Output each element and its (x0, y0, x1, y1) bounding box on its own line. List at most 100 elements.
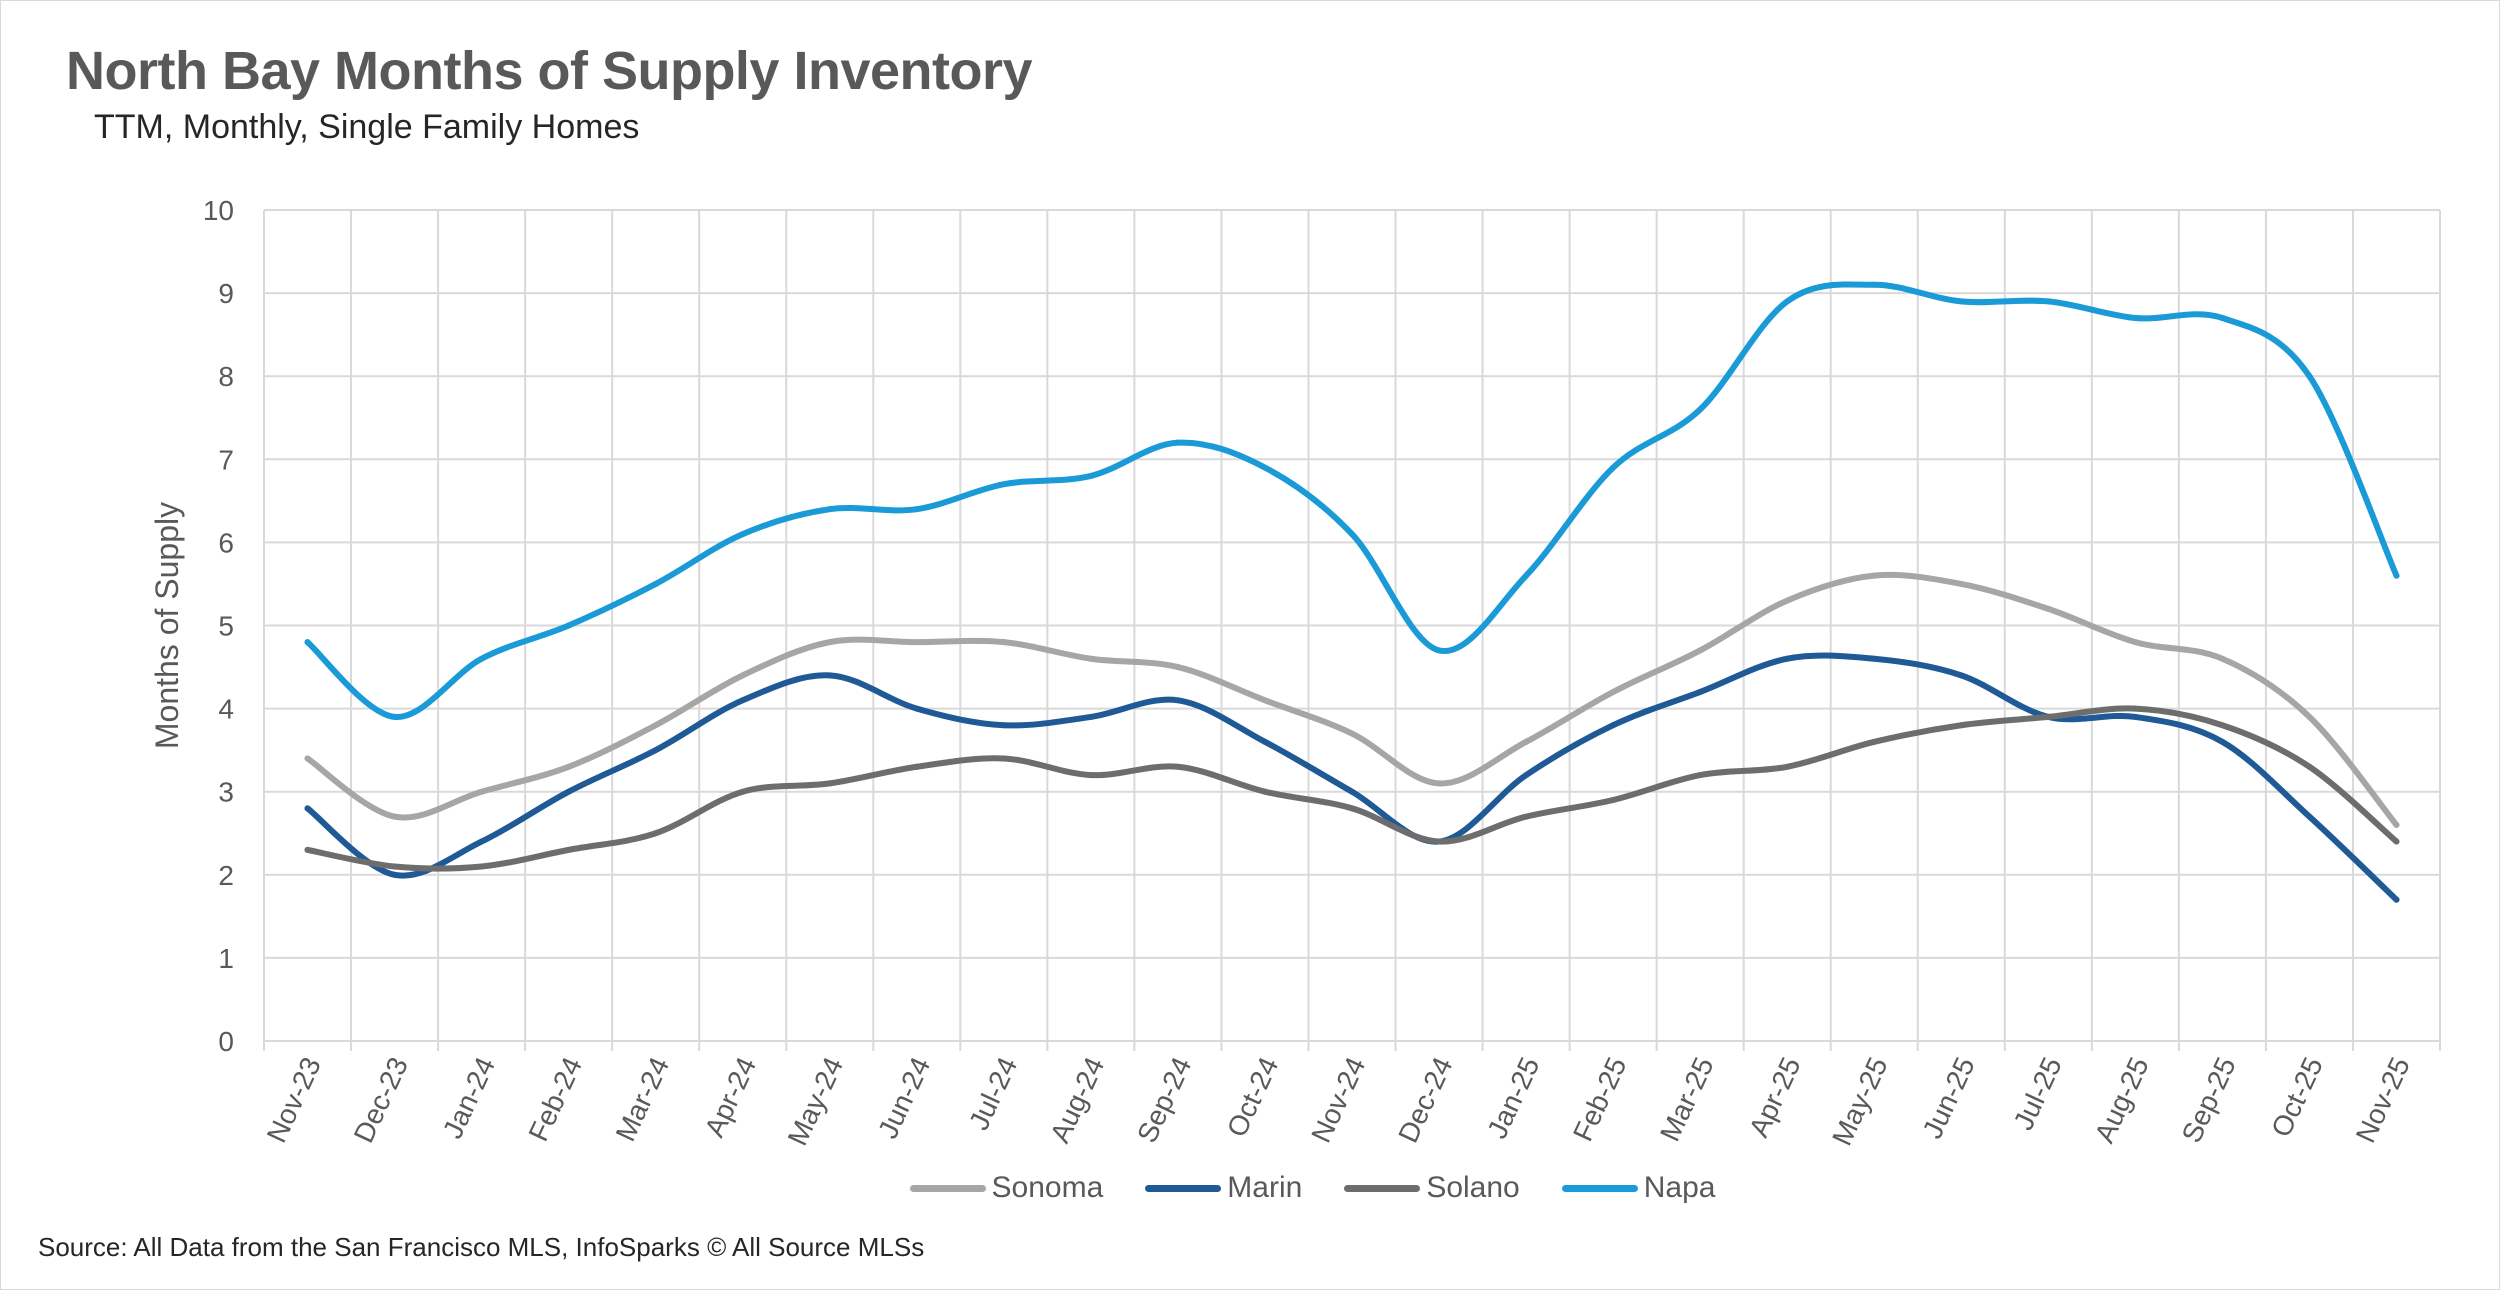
data-point (565, 763, 572, 770)
data-point (1436, 647, 1443, 654)
data-point (739, 697, 746, 704)
data-point (1174, 697, 1181, 704)
data-point (2393, 838, 2400, 845)
data-point (1958, 298, 1965, 305)
data-point (2219, 738, 2226, 745)
x-tick-label: Aug-25 (2089, 1052, 2155, 1147)
data-point (391, 863, 398, 870)
legend-swatch (1561, 1184, 1638, 1192)
data-point (1871, 738, 1878, 745)
x-tick-label: Dec-24 (1392, 1052, 1458, 1147)
x-tick-label: Jun-25 (1916, 1052, 1980, 1143)
source-note: Source: All Data from the San Francisco … (38, 1232, 925, 1262)
data-point (1784, 298, 1791, 305)
legend-swatch (1344, 1184, 1421, 1192)
data-point (652, 830, 659, 837)
data-point (1087, 713, 1094, 720)
data-point (2132, 639, 2139, 646)
data-point (304, 639, 311, 646)
data-point (565, 622, 572, 629)
data-point (2132, 705, 2139, 712)
y-tick-label: 5 (218, 611, 234, 642)
data-point (304, 805, 311, 812)
y-tick-label: 7 (218, 444, 234, 475)
data-point (652, 580, 659, 587)
data-point (391, 813, 398, 820)
y-tick-label: 8 (218, 361, 234, 392)
data-point (1610, 464, 1617, 471)
data-point (391, 871, 398, 878)
data-point (739, 672, 746, 679)
data-point (1436, 780, 1443, 787)
grid-lines (263, 209, 2441, 1051)
data-point (1697, 772, 1704, 779)
data-point (913, 506, 920, 513)
data-point (1349, 531, 1355, 538)
data-point (1261, 738, 1268, 745)
x-tick-label: Nov-25 (2350, 1052, 2416, 1147)
data-point (2393, 821, 2400, 828)
data-point (2045, 605, 2052, 612)
data-point (1261, 788, 1268, 795)
data-point (1174, 439, 1181, 446)
data-point (826, 506, 833, 513)
y-tick-label: 6 (218, 527, 234, 558)
data-point (478, 863, 485, 870)
data-point (1087, 655, 1094, 662)
series-line-marin (304, 652, 2400, 903)
series-sonoma (304, 571, 2400, 828)
x-tick-label: Apr-24 (699, 1052, 763, 1141)
data-point (1958, 672, 1965, 679)
data-point (1610, 797, 1617, 804)
legend-label: Marin (1227, 1171, 1303, 1204)
x-tick-label: Mar-24 (610, 1052, 676, 1145)
x-tick-label: Sep-24 (1131, 1052, 1197, 1147)
legend-swatch (909, 1184, 986, 1192)
data-point (652, 722, 659, 729)
data-point (1436, 838, 1443, 845)
data-point (1087, 472, 1094, 479)
x-tick-label: Jul-24 (963, 1052, 1023, 1134)
data-point (1000, 755, 1007, 762)
x-tick-label: Jan-24 (437, 1052, 501, 1143)
legend-swatch (1145, 1184, 1222, 1192)
data-point (2132, 315, 2139, 322)
x-tick-label: Oct-24 (1221, 1052, 1285, 1141)
data-point (2219, 315, 2226, 322)
data-point (913, 705, 920, 712)
data-point (1349, 788, 1355, 795)
data-point (1087, 772, 1094, 779)
legend-label: Sonoma (991, 1171, 1104, 1204)
data-point (1697, 647, 1704, 654)
data-point (1261, 697, 1268, 704)
data-point (478, 788, 485, 795)
series-lines (304, 281, 2400, 903)
data-point (1000, 639, 1007, 646)
data-point (2219, 655, 2226, 662)
data-point (826, 639, 833, 646)
data-point (913, 639, 920, 646)
data-point (913, 763, 920, 770)
x-tick-label: Sep-25 (2176, 1052, 2242, 1147)
data-point (391, 713, 398, 720)
data-point (1610, 688, 1617, 695)
data-point (1784, 763, 1791, 770)
chart-title: North Bay Months of Supply Inventory (66, 41, 1033, 101)
data-point (1784, 597, 1791, 604)
data-point (2306, 713, 2313, 720)
data-point (1523, 772, 1530, 779)
y-tick-label: 0 (218, 1026, 234, 1057)
x-tick-label: Jun-24 (872, 1052, 936, 1143)
data-point (826, 780, 833, 787)
data-point (478, 655, 485, 662)
data-point (2306, 813, 2313, 820)
data-point (1174, 763, 1181, 770)
data-point (739, 531, 746, 538)
data-point (1523, 738, 1530, 745)
data-point (1958, 580, 1965, 587)
x-tick-label: Jan-25 (1481, 1052, 1545, 1143)
x-tick-label: May-24 (782, 1052, 850, 1150)
data-point (478, 838, 485, 845)
series-line-sonoma (304, 571, 2400, 828)
